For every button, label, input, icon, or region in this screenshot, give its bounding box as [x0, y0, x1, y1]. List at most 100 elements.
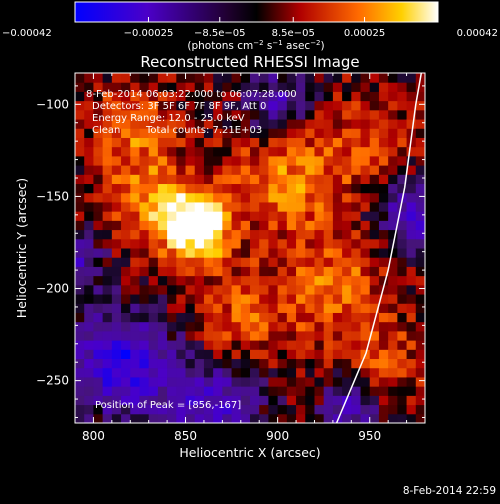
heatmap-cell	[157, 174, 168, 185]
heatmap-cell	[369, 119, 380, 129]
heatmap-cell	[332, 155, 343, 166]
heatmap-cell	[286, 275, 297, 286]
heatmap-cell	[148, 376, 159, 387]
heatmap-cell	[213, 257, 223, 267]
heatmap-cell	[130, 100, 140, 111]
heatmap-cell	[203, 330, 214, 341]
heatmap-cell	[360, 321, 371, 332]
heatmap-cell	[194, 284, 205, 295]
heatmap-cell	[351, 174, 362, 185]
heatmap-cell	[213, 229, 223, 240]
heatmap-cell	[203, 100, 214, 111]
heatmap-cell	[259, 294, 269, 304]
heatmap-cell	[84, 82, 94, 92]
heatmap-cell	[157, 229, 168, 240]
heatmap-cell	[277, 238, 288, 249]
heatmap-cell	[130, 201, 140, 212]
heatmap-cell	[415, 284, 425, 295]
heatmap-cell	[93, 109, 104, 120]
heatmap-cell	[231, 376, 242, 387]
heatmap-cell	[314, 340, 325, 350]
heatmap-cell	[130, 211, 140, 221]
heatmap-cell	[369, 183, 380, 194]
heatmap-cell	[332, 73, 343, 83]
heatmap-cell	[121, 349, 131, 360]
heatmap-cell	[250, 376, 260, 387]
heatmap-cell	[121, 340, 131, 350]
heatmap-cell	[259, 358, 269, 369]
heatmap-cell	[360, 155, 371, 166]
heatmap-cell	[351, 238, 362, 249]
heatmap-cell	[157, 128, 168, 138]
heatmap-cell	[231, 220, 242, 231]
heatmap-cell	[84, 395, 94, 406]
heatmap-cell	[84, 201, 94, 212]
heatmap-cell	[203, 229, 214, 240]
heatmap-cell	[286, 155, 297, 166]
heatmap-cell	[369, 192, 380, 203]
heatmap-cell	[397, 330, 408, 341]
heatmap-cell	[111, 119, 122, 129]
y-tick-label: −150	[36, 189, 69, 203]
heatmap-cell	[250, 220, 260, 231]
heatmap-cell	[213, 238, 223, 249]
heatmap-cell	[351, 82, 362, 92]
heatmap-cell	[305, 340, 315, 350]
heatmap-cell	[342, 192, 352, 203]
heatmap-cell	[388, 220, 398, 231]
heatmap-cell	[240, 248, 251, 258]
heatmap-cell	[415, 321, 425, 332]
heatmap-cell	[194, 100, 205, 111]
heatmap-cell	[203, 349, 214, 360]
heatmap-cell	[397, 109, 408, 120]
heatmap-cell	[84, 413, 94, 423]
heatmap-cell	[305, 248, 315, 258]
heatmap-cell	[369, 266, 380, 277]
heatmap-cell	[351, 266, 362, 277]
heatmap-cell	[351, 73, 362, 83]
heatmap-cell	[102, 128, 113, 138]
heatmap-cell	[194, 257, 205, 267]
heatmap-cell	[194, 229, 205, 240]
heatmap-cell	[121, 201, 131, 212]
heatmap-cell	[360, 275, 371, 286]
heatmap-cell	[121, 174, 131, 185]
heatmap-cell	[314, 257, 325, 267]
heatmap-cell	[351, 386, 362, 396]
heatmap-cell	[397, 294, 408, 304]
heatmap-cell	[268, 413, 279, 423]
heatmap-cell	[332, 275, 343, 286]
heatmap-cell	[250, 340, 260, 350]
heatmap-cell	[185, 183, 196, 194]
heatmap-cell	[286, 174, 297, 185]
heatmap-cell	[296, 349, 306, 360]
heatmap-cell	[332, 238, 343, 249]
heatmap-cell	[157, 211, 168, 221]
heatmap-cell	[130, 183, 140, 194]
heatmap-cell	[139, 109, 150, 120]
heatmap-cell	[415, 275, 425, 286]
heatmap-cell	[75, 109, 85, 120]
heatmap-cell	[231, 248, 242, 258]
heatmap-cell	[277, 312, 288, 323]
heatmap-cell	[231, 386, 242, 396]
heatmap-cell	[194, 358, 205, 369]
heatmap-cell	[102, 174, 113, 185]
heatmap-cell	[176, 91, 187, 102]
heatmap-cell	[111, 395, 122, 406]
heatmap-cell	[259, 201, 269, 212]
heatmap-cell	[185, 82, 196, 92]
heatmap-cell	[194, 128, 205, 138]
heatmap-cell	[286, 183, 297, 194]
heatmap-cell	[378, 128, 389, 138]
heatmap-cell	[231, 358, 242, 369]
heatmap-cell	[342, 349, 352, 360]
heatmap-cell	[148, 109, 159, 120]
heatmap-cell	[102, 73, 113, 83]
heatmap-cell	[369, 340, 380, 350]
heatmap-cell	[305, 211, 315, 221]
heatmap-cell	[84, 404, 94, 415]
heatmap-cell	[323, 109, 334, 120]
heatmap-cell	[268, 109, 279, 120]
heatmap-cell	[314, 395, 325, 406]
